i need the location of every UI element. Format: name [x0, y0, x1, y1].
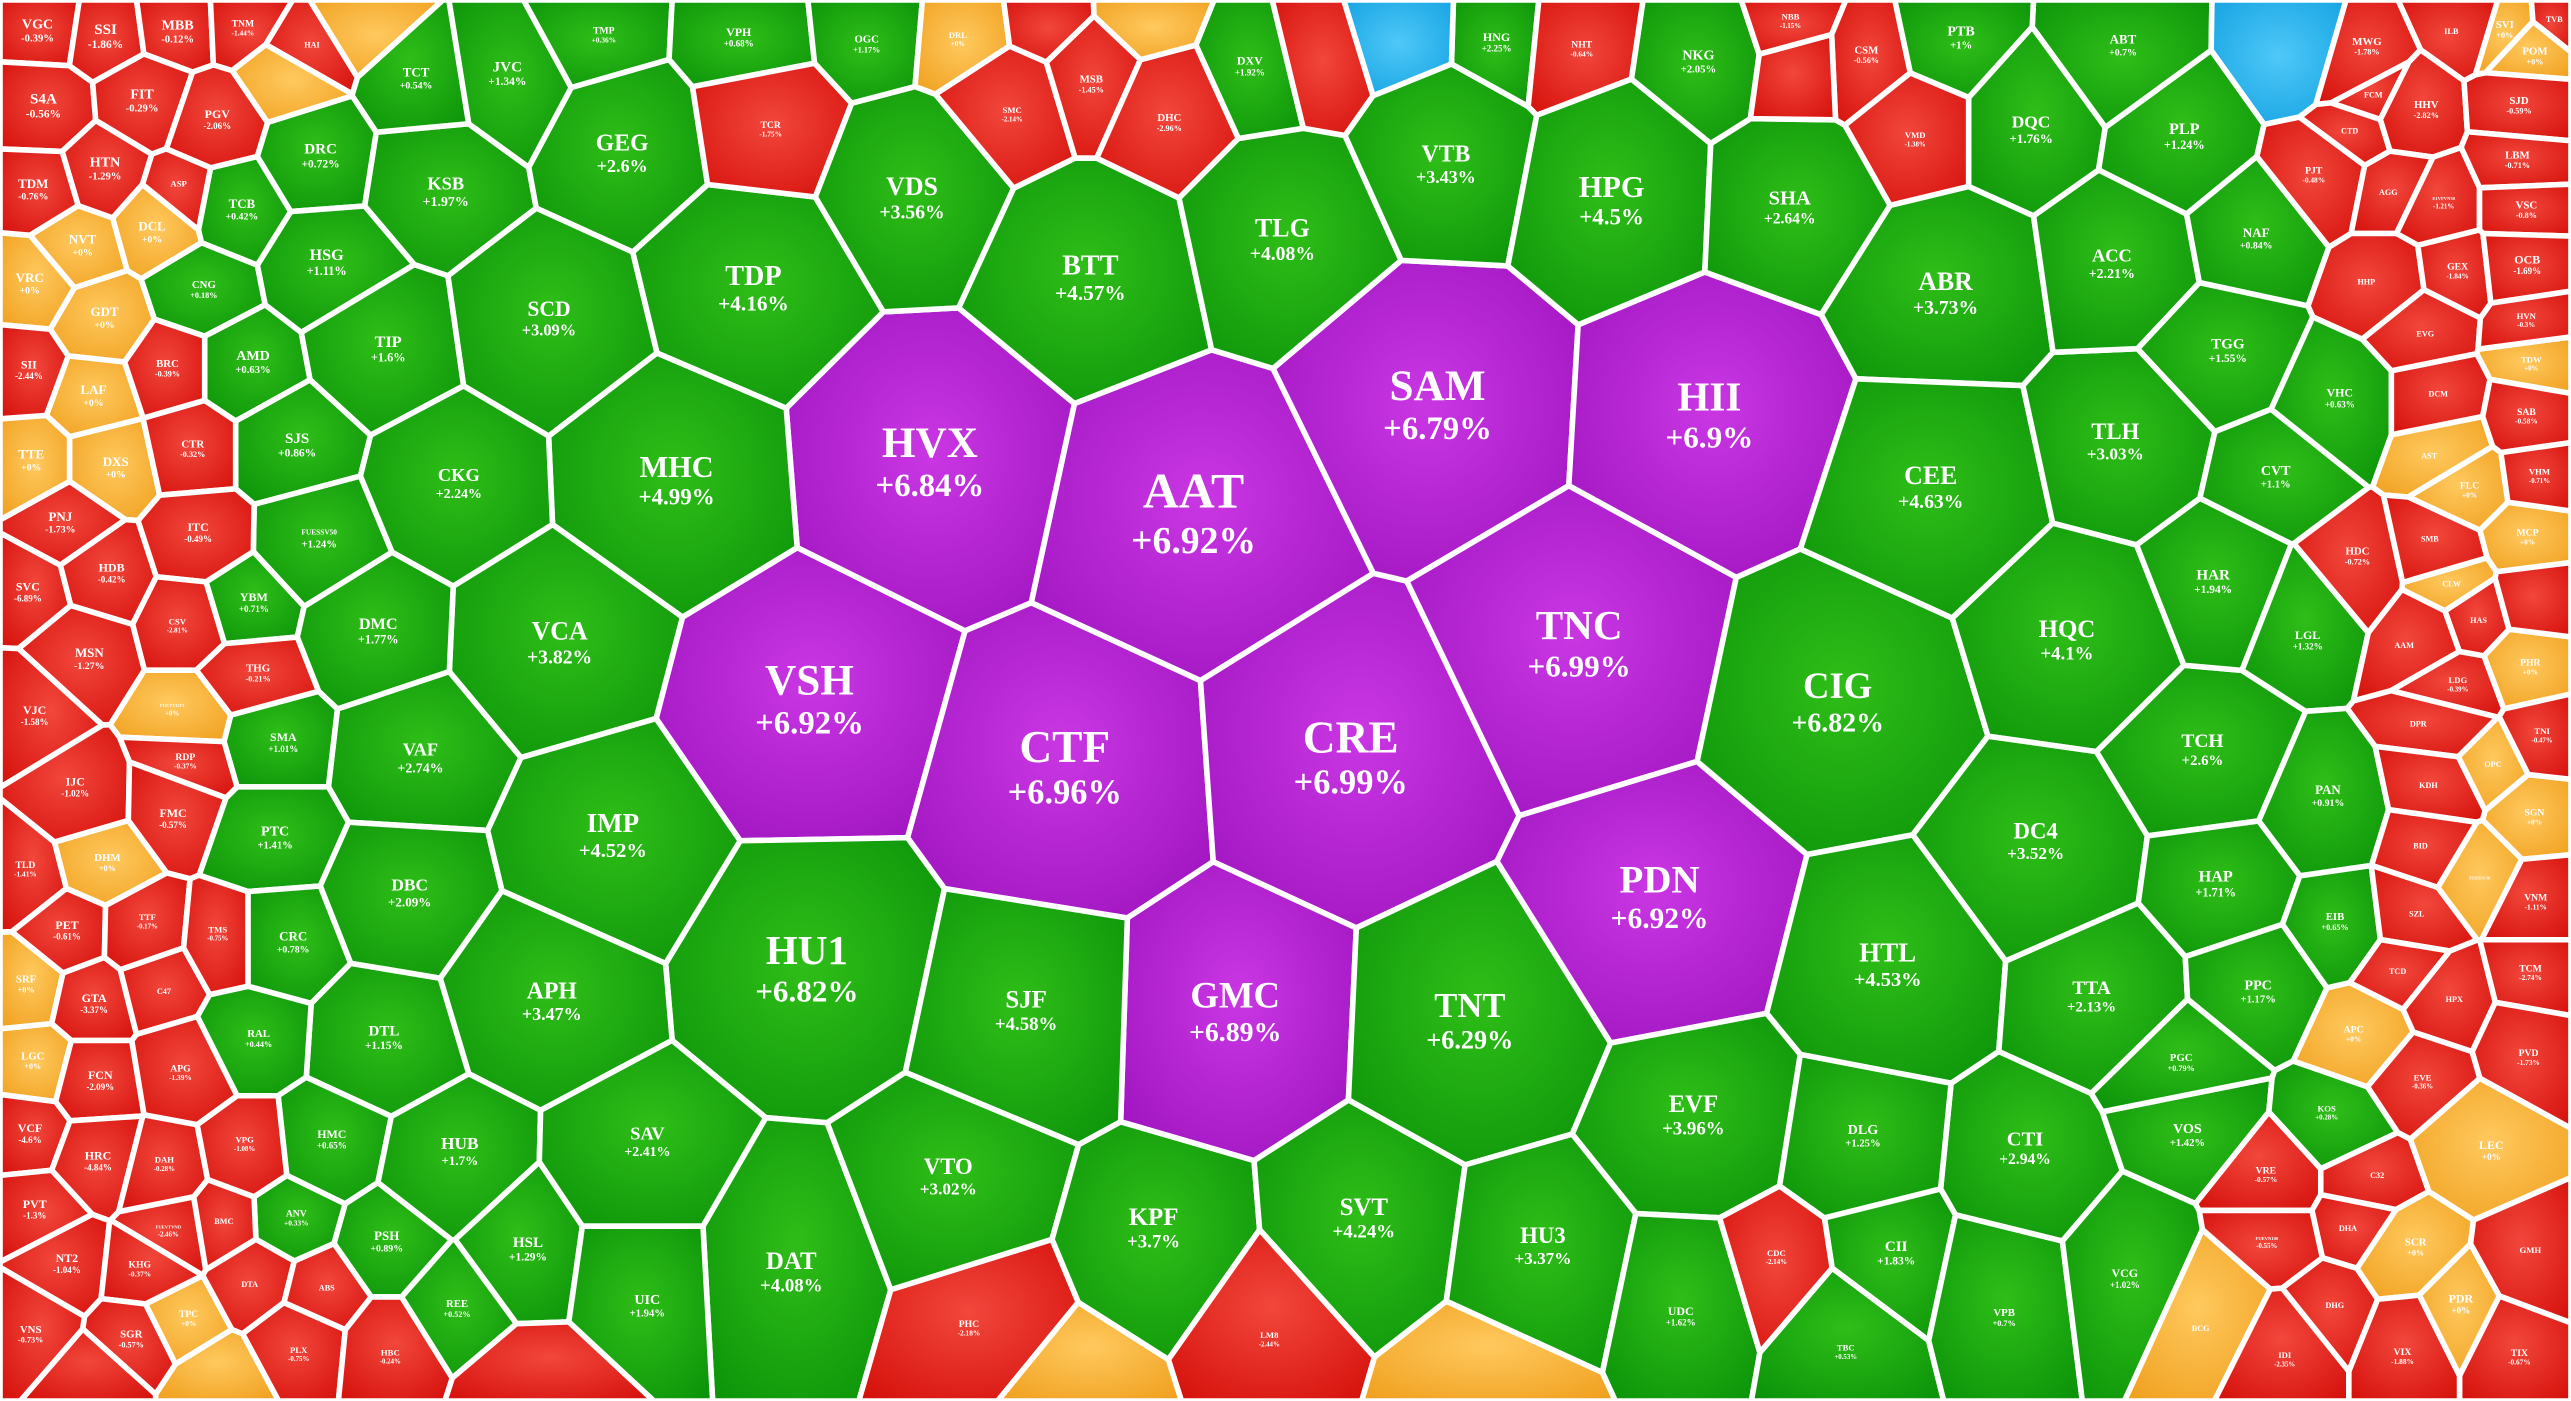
- cell-unlabeled[interactable]: [2208, 0, 2349, 128]
- cell-VSC[interactable]: VSC-0.8%: [2476, 181, 2571, 239]
- cell-unlabeled[interactable]: [994, 1299, 1185, 1401]
- cell-unlabeled[interactable]: [1269, 0, 1376, 139]
- cell-VHM[interactable]: VHM-0.71%: [2498, 439, 2571, 514]
- cell-SAB[interactable]: SAB-0.58%: [2479, 376, 2571, 456]
- cell-unlabeled[interactable]: [229, 41, 356, 126]
- cell-unlabeled[interactable]: [1358, 1298, 1619, 1401]
- cell-unlabeled[interactable]: [306, 0, 446, 81]
- cell-unlabeled[interactable]: [1090, 0, 1217, 63]
- cell-unlabeled[interactable]: [442, 1319, 657, 1401]
- cell-unlabeled[interactable]: [1000, 0, 1097, 65]
- cell-VPB[interactable]: VPB+0.7%: [1925, 1212, 2086, 1401]
- cell-VGC[interactable]: VGC-0.39%: [0, 0, 83, 69]
- cell-unlabeled[interactable]: [1747, 31, 1839, 123]
- cell-CTR[interactable]: CTR-0.32%: [140, 397, 239, 498]
- cell-FCN[interactable]: FCN-2.09%: [52, 1037, 147, 1124]
- cell-unlabeled[interactable]: [2492, 559, 2571, 640]
- cell-MCP[interactable]: MCP+0%: [2477, 499, 2571, 575]
- cell-unlabeled[interactable]: [152, 1326, 282, 1401]
